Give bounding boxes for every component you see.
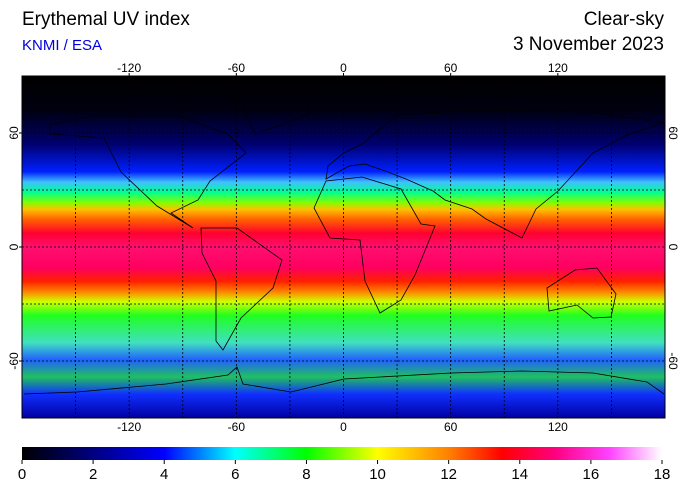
lon-label-bottom: 0 [340, 420, 347, 434]
coastlines [23, 92, 665, 395]
colorbar-label: 8 [302, 466, 310, 483]
lon-label-bottom: 60 [444, 420, 458, 434]
australia [546, 267, 617, 319]
date: 3 November 2023 [513, 34, 664, 55]
lon-label-top: 0 [340, 61, 347, 75]
lat-label-right: 0 [666, 244, 680, 251]
colorbar-label: 2 [89, 466, 97, 483]
north-america [49, 114, 247, 229]
lat-label-left: 60 [7, 126, 21, 140]
colorbar-label: 16 [583, 466, 600, 483]
lon-label-bottom: 120 [548, 420, 568, 434]
lon-label-top: -120 [117, 61, 141, 75]
greenland [236, 92, 309, 135]
lat-label-right: 60 [666, 126, 680, 140]
lat-label-right: -60 [666, 352, 680, 370]
eurasia [325, 109, 665, 239]
source: KNMI / ESA [22, 37, 102, 54]
lon-label-top: -60 [228, 61, 246, 75]
colorbar [22, 447, 662, 460]
lon-label-bottom: -120 [117, 420, 141, 434]
condition: Clear-sky [584, 9, 665, 30]
colorbar-label: 0 [18, 466, 26, 483]
colorbar-label: 14 [511, 466, 528, 483]
colorbar-label: 4 [160, 466, 168, 483]
south-america [200, 227, 283, 351]
lon-label-top: 120 [548, 61, 568, 75]
lat-label-left: -60 [7, 352, 21, 370]
antarctica [23, 366, 665, 395]
colorbar-label: 18 [654, 466, 671, 483]
lat-label-left: 0 [7, 243, 21, 250]
lon-label-bottom: -60 [228, 420, 246, 434]
lon-label-top: 60 [444, 61, 458, 75]
colorbar-label: 10 [369, 466, 386, 483]
africa [313, 176, 436, 314]
colorbar-label: 12 [440, 466, 457, 483]
title: Erythemal UV index [22, 9, 190, 30]
colorbar-label: 6 [231, 466, 239, 483]
